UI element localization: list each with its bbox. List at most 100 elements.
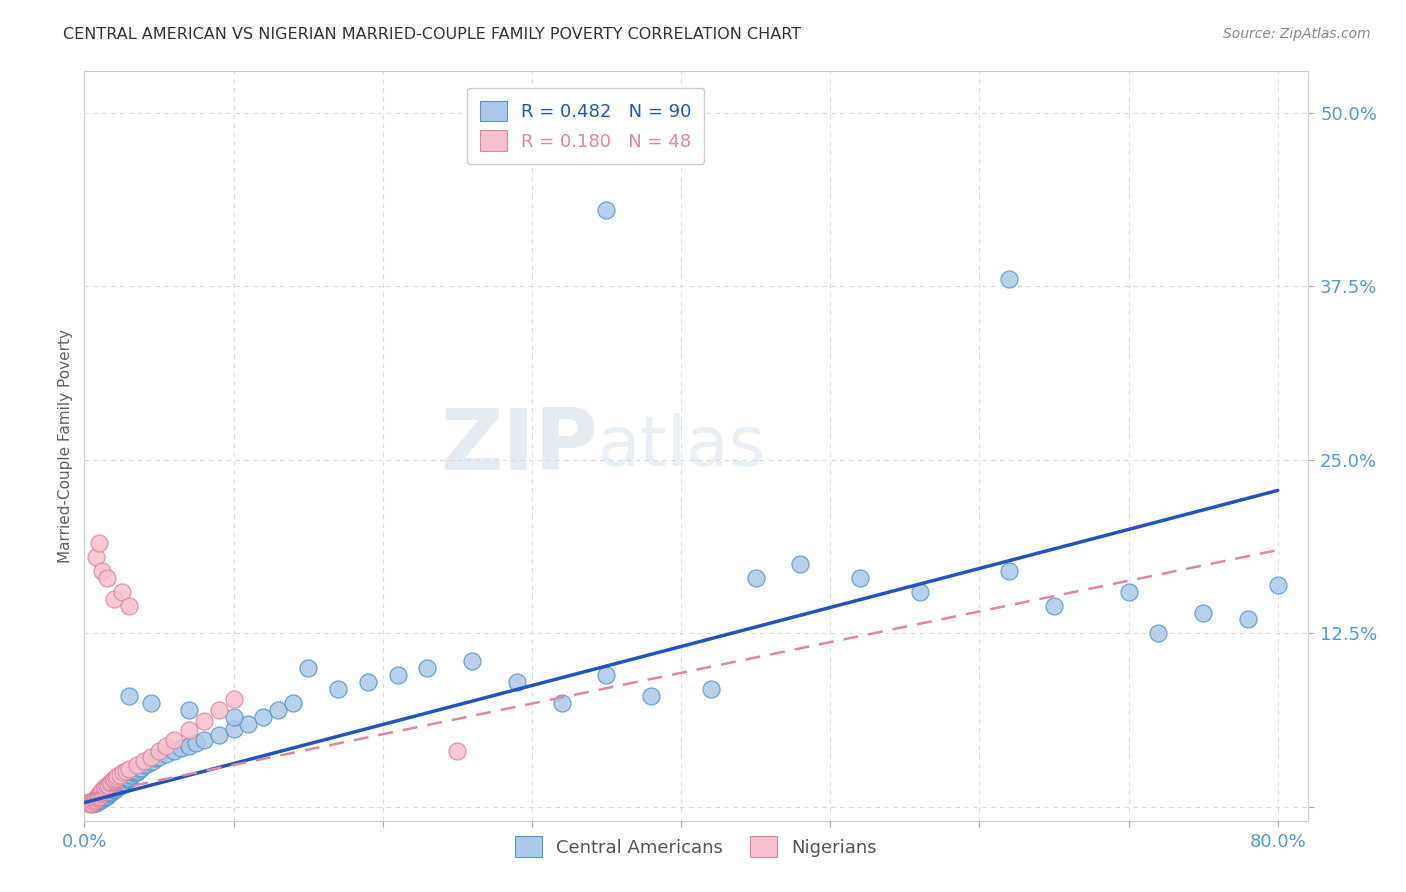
Point bbox=[118, 689, 141, 703]
Point bbox=[326, 681, 349, 696]
Point bbox=[252, 709, 274, 723]
Point bbox=[90, 793, 112, 807]
Point bbox=[80, 796, 103, 810]
Point bbox=[139, 756, 162, 770]
Point bbox=[103, 781, 125, 796]
Point bbox=[222, 722, 245, 736]
Point bbox=[100, 784, 122, 798]
Point bbox=[177, 723, 200, 738]
Point bbox=[595, 668, 617, 682]
Point bbox=[93, 781, 115, 796]
Legend: Central Americans, Nigerians: Central Americans, Nigerians bbox=[503, 825, 889, 868]
Point bbox=[118, 772, 141, 786]
Point bbox=[77, 797, 100, 811]
Point bbox=[91, 791, 114, 805]
Point bbox=[79, 796, 101, 810]
Point bbox=[142, 754, 165, 768]
Point bbox=[155, 739, 177, 753]
Point bbox=[1267, 578, 1289, 592]
Point bbox=[283, 696, 305, 710]
Point bbox=[998, 564, 1021, 578]
Point bbox=[117, 772, 139, 786]
Point bbox=[87, 790, 110, 805]
Point bbox=[111, 778, 134, 792]
Point bbox=[120, 769, 142, 783]
Point bbox=[163, 744, 186, 758]
Text: Source: ZipAtlas.com: Source: ZipAtlas.com bbox=[1223, 27, 1371, 41]
Point bbox=[297, 661, 319, 675]
Point bbox=[124, 765, 146, 780]
Point bbox=[96, 789, 118, 803]
Point bbox=[1118, 584, 1140, 599]
Point bbox=[551, 696, 574, 710]
Point bbox=[83, 793, 105, 807]
Point bbox=[104, 780, 127, 795]
Point bbox=[141, 749, 163, 764]
Point bbox=[416, 661, 439, 675]
Point bbox=[998, 272, 1021, 286]
Point bbox=[148, 749, 170, 764]
Point bbox=[111, 776, 134, 790]
Point bbox=[91, 783, 114, 797]
Point bbox=[84, 791, 107, 805]
Point bbox=[97, 778, 120, 792]
Point bbox=[111, 584, 134, 599]
Point bbox=[170, 741, 193, 756]
Point bbox=[87, 790, 110, 805]
Text: atlas: atlas bbox=[598, 412, 766, 480]
Point bbox=[90, 784, 112, 798]
Point bbox=[222, 691, 245, 706]
Point bbox=[207, 728, 229, 742]
Point bbox=[112, 774, 135, 789]
Point bbox=[103, 591, 125, 606]
Point bbox=[222, 709, 245, 723]
Point bbox=[207, 703, 229, 717]
Point bbox=[125, 758, 148, 772]
Point bbox=[105, 779, 128, 793]
Point bbox=[461, 654, 484, 668]
Point bbox=[93, 791, 115, 805]
Point bbox=[104, 781, 127, 796]
Point bbox=[744, 571, 766, 585]
Point bbox=[118, 771, 141, 785]
Point bbox=[1043, 599, 1066, 613]
Point bbox=[148, 744, 170, 758]
Point bbox=[108, 778, 131, 792]
Point bbox=[89, 794, 111, 808]
Text: ZIP: ZIP bbox=[440, 404, 598, 488]
Point bbox=[100, 784, 122, 798]
Point bbox=[94, 780, 117, 795]
Point bbox=[155, 747, 177, 761]
Point bbox=[108, 768, 131, 782]
Point bbox=[1147, 626, 1170, 640]
Point bbox=[238, 716, 260, 731]
Point bbox=[387, 668, 409, 682]
Point bbox=[132, 758, 155, 772]
Point bbox=[127, 764, 149, 778]
Point bbox=[446, 744, 468, 758]
Point bbox=[97, 787, 120, 801]
Point bbox=[145, 751, 167, 765]
Point bbox=[101, 773, 124, 788]
Y-axis label: Married-Couple Family Poverty: Married-Couple Family Poverty bbox=[58, 329, 73, 563]
Point bbox=[91, 564, 114, 578]
Point bbox=[107, 779, 129, 793]
Point bbox=[96, 571, 118, 585]
Point bbox=[115, 764, 138, 778]
Point bbox=[105, 780, 128, 795]
Point bbox=[121, 768, 143, 782]
Point bbox=[84, 796, 107, 810]
Point bbox=[82, 794, 104, 808]
Point bbox=[177, 739, 200, 753]
Point bbox=[101, 783, 124, 797]
Point bbox=[87, 794, 110, 808]
Point bbox=[90, 786, 112, 800]
Point bbox=[128, 762, 150, 776]
Point bbox=[103, 783, 125, 797]
Point bbox=[700, 681, 723, 696]
Point bbox=[82, 794, 104, 808]
Point bbox=[89, 536, 111, 550]
Point bbox=[84, 549, 107, 564]
Point bbox=[118, 762, 141, 776]
Point bbox=[506, 674, 529, 689]
